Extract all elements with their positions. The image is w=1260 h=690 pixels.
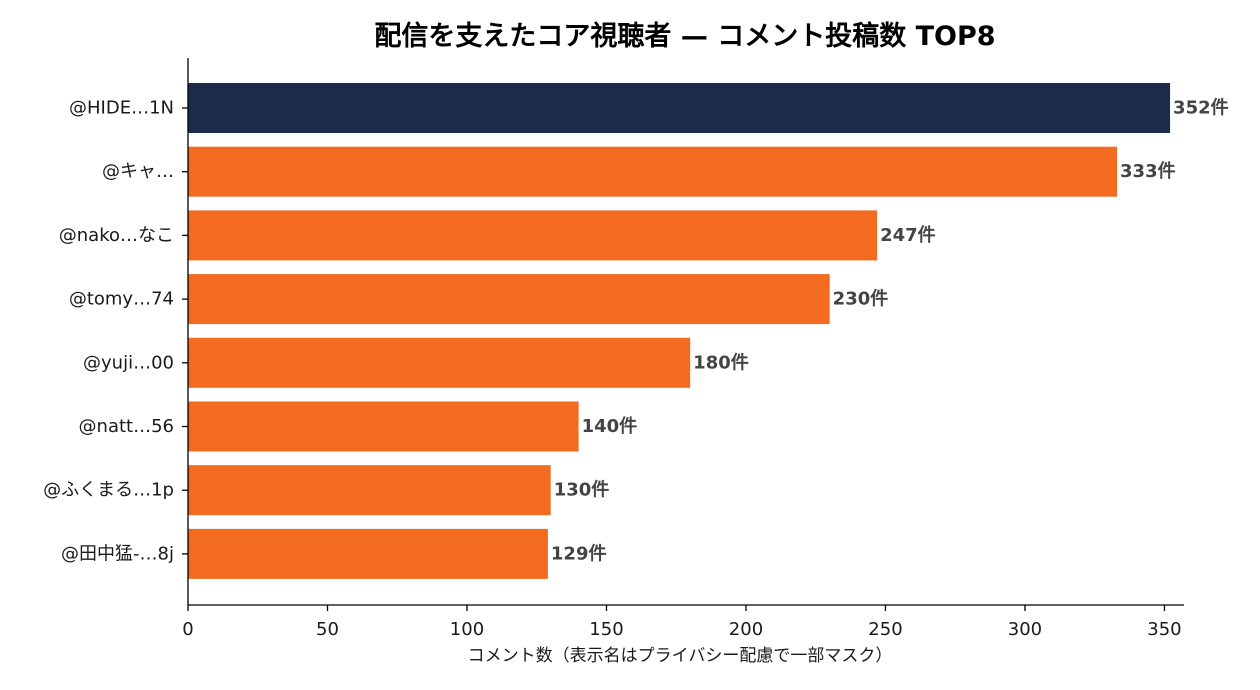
data-label: 180件 bbox=[693, 351, 749, 373]
x-tick-label: 250 bbox=[868, 619, 902, 640]
data-label: 130件 bbox=[554, 479, 610, 501]
y-tick-label: @ふくまる…1p bbox=[43, 480, 174, 501]
x-tick-label: 100 bbox=[450, 619, 484, 640]
bar bbox=[188, 337, 691, 388]
data-label: 352件 bbox=[1173, 97, 1229, 119]
chart-title: 配信を支えたコア視聴者 — コメント投稿数 TOP8 bbox=[374, 20, 995, 52]
data-label: 140件 bbox=[582, 415, 638, 437]
x-tick-label: 0 bbox=[182, 619, 193, 640]
x-tick-label: 300 bbox=[1008, 619, 1042, 640]
x-tick-label: 150 bbox=[589, 619, 623, 640]
bar bbox=[188, 465, 551, 516]
y-tick-label: @natt…56 bbox=[79, 416, 174, 437]
bars-layer bbox=[188, 83, 1171, 579]
y-tick-label: @HIDE…1N bbox=[69, 98, 174, 119]
y-tick-labels: @HIDE…1N @キャ… @nako…なこ @tomy…74 @yuji…00 @nat… bbox=[43, 98, 188, 564]
x-tick-label: 50 bbox=[316, 619, 339, 640]
data-label: 333件 bbox=[1120, 160, 1176, 182]
y-tick-label: @キャ… bbox=[102, 161, 174, 182]
y-tick-label: @田中猛-…8j bbox=[61, 543, 174, 564]
y-tick-label: @nako…なこ bbox=[59, 225, 174, 246]
data-label: 129件 bbox=[551, 542, 607, 564]
x-tick-label: 200 bbox=[729, 619, 763, 640]
bar bbox=[188, 401, 579, 452]
x-tick-label: 350 bbox=[1147, 619, 1181, 640]
x-ticks: 0 50 100 150 200 250 300 350 bbox=[182, 605, 1182, 640]
bar bbox=[188, 528, 548, 579]
bar bbox=[188, 210, 878, 261]
y-tick-label: @tomy…74 bbox=[69, 289, 174, 310]
data-labels: 352件 333件 247件 230件 180件 140件 130件 129件 bbox=[551, 97, 1229, 565]
x-axis-label: コメント数（表示名はプライバシー配慮で一部マスク） bbox=[468, 646, 893, 666]
bar bbox=[188, 83, 1171, 133]
bar bbox=[188, 146, 1118, 197]
y-tick-label: @yuji…00 bbox=[83, 352, 174, 373]
data-label: 230件 bbox=[833, 288, 889, 310]
bar bbox=[188, 274, 830, 325]
data-label: 247件 bbox=[880, 224, 936, 246]
